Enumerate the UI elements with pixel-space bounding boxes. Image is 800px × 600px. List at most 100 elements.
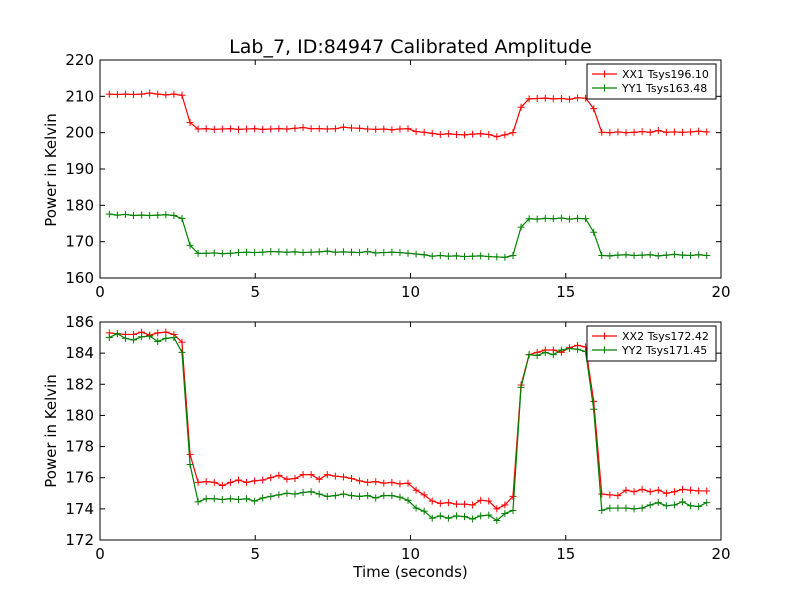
top-series-0-point-28 — [331, 125, 339, 133]
top-series-0-point-43 — [452, 130, 460, 138]
top-series-1-point-72 — [687, 251, 695, 259]
top-series-1-point-7 — [162, 211, 170, 219]
bottom-series-0-point-27 — [323, 471, 331, 479]
top-series-0-point-36 — [396, 125, 404, 133]
top-series-1-point-35 — [388, 248, 396, 256]
bottom-series-0-point-33 — [372, 478, 380, 486]
top-series-1-point-40 — [428, 252, 436, 260]
bottom-series-0-point-71 — [678, 485, 686, 493]
bottom-series-0-point-31 — [356, 477, 364, 485]
bottom-series-1-point-53 — [533, 351, 541, 359]
top-series-1-point-64 — [622, 251, 630, 259]
bottom-ytick-label-2: 176 — [65, 469, 94, 487]
bottom-series-0-point-68 — [654, 486, 662, 494]
top-series-1-point-33 — [372, 249, 380, 257]
bottom-series-0-point-23 — [291, 474, 299, 482]
top-series-0-point-12 — [202, 125, 210, 133]
top-series-1-point-10 — [186, 241, 194, 249]
top-series-0-point-65 — [630, 128, 638, 136]
top-series-1-point-55 — [549, 215, 557, 223]
bottom-legend-item-1: YY2 Tsys171.45 — [592, 344, 707, 357]
bottom-series-0-point-61 — [598, 490, 606, 498]
top-series-1-point-1 — [113, 211, 121, 219]
bottom-series-1-point-71 — [678, 498, 686, 506]
bottom-series-1-point-56 — [557, 346, 565, 354]
top-legend-box — [586, 63, 717, 100]
bottom-series-0-point-42 — [444, 499, 452, 507]
top-series-0-point-47 — [485, 130, 493, 138]
bottom-series-0-point-34 — [380, 479, 388, 487]
top-series-0-point-54 — [541, 94, 549, 102]
top-series-0-point-45 — [469, 130, 477, 138]
bottom-series-1-point-30 — [348, 492, 356, 500]
top-series-1-point-49 — [501, 253, 509, 261]
bottom-series-1-point-64 — [622, 504, 630, 512]
bottom-series-1-point-45 — [469, 515, 477, 523]
top-series-1-point-15 — [226, 249, 234, 257]
top-series-1-point-11 — [194, 249, 202, 257]
top-plot-area: 0 5 10 15 20 160 170 180 190 200 210 220 — [65, 51, 730, 301]
top-series-0-point-33 — [372, 125, 380, 133]
bottom-series-0-point-19 — [259, 476, 267, 484]
bottom-series-0-point-46 — [477, 496, 485, 504]
top-series-1-point-4 — [138, 211, 146, 219]
bottom-series-1-point-50 — [509, 506, 517, 514]
bottom-series-1-point-70 — [670, 501, 678, 509]
bottom-series-0-point-37 — [404, 479, 412, 487]
bottom-series-1-point-55 — [549, 351, 557, 359]
top-series-0-point-50 — [509, 129, 517, 137]
bottom-series-1-point-4 — [138, 333, 146, 341]
bottom-series-0-point-7 — [162, 328, 170, 336]
bottom-series-1-point-62 — [606, 504, 614, 512]
top-series-0 — [105, 89, 711, 141]
top-series-1-point-62 — [606, 252, 614, 260]
bottom-series-0-point-66 — [638, 485, 646, 493]
top-series-0-point-74 — [703, 128, 711, 136]
top-series-0-point-9 — [178, 91, 186, 99]
top-series-0-point-16 — [234, 125, 242, 133]
top-series-1-point-63 — [614, 251, 622, 259]
bottom-series-1-point-73 — [695, 503, 703, 511]
bottom-series-1-point-23 — [291, 490, 299, 498]
top-series-1-point-37 — [404, 249, 412, 257]
top-series-1-point-5 — [146, 212, 154, 220]
bottom-series-1-point-74 — [703, 499, 711, 507]
top-legend-label-1: YY1 Tsys163.48 — [621, 82, 707, 95]
bottom-xtick-label-0: 0 — [95, 545, 105, 563]
top-series-0-point-49 — [501, 131, 509, 139]
bottom-series-1-point-9 — [178, 348, 186, 356]
bottom-series-0-point-28 — [331, 472, 339, 480]
bottom-legend-label-0: XX2 Tsys172.42 — [622, 330, 709, 343]
top-series-1-point-57 — [565, 215, 573, 223]
top-series-1-point-6 — [154, 211, 162, 219]
bottom-series-0-point-49 — [501, 501, 509, 509]
bottom-series-0-point-48 — [493, 505, 501, 513]
top-series-1-point-44 — [461, 253, 469, 261]
bottom-series-0-point-73 — [695, 487, 703, 495]
bottom-series-1-point-48 — [493, 517, 501, 525]
top-series-1-point-0 — [105, 210, 113, 218]
top-series-1-point-8 — [170, 212, 178, 220]
bottom-series-1-point-26 — [315, 490, 323, 498]
top-ytick-label-2: 180 — [65, 196, 94, 214]
top-ytick-label-1: 170 — [65, 233, 94, 251]
top-xtick-label-1: 5 — [250, 283, 260, 301]
bottom-series-1-point-29 — [339, 490, 347, 498]
bottom-series-1-point-51 — [517, 383, 525, 391]
bottom-series-1-point-38 — [412, 504, 420, 512]
bottom-series-0-point-12 — [202, 478, 210, 486]
top-series-0-point-61 — [598, 128, 606, 136]
top-series-1-point-2 — [121, 210, 129, 218]
top-series-0-point-51 — [517, 103, 525, 111]
bottom-series-1-point-7 — [162, 334, 170, 342]
bottom-series-0-point-6 — [154, 329, 162, 337]
bottom-series-1-point-52 — [525, 351, 533, 359]
top-series-0-point-6 — [154, 90, 162, 98]
top-series-1-point-59 — [582, 215, 590, 223]
top-series-1-point-43 — [452, 252, 460, 260]
bottom-series-0-point-36 — [396, 480, 404, 488]
top-series-0-point-7 — [162, 91, 170, 99]
top-series-0-point-53 — [533, 95, 541, 103]
top-series-1-point-41 — [436, 251, 444, 259]
